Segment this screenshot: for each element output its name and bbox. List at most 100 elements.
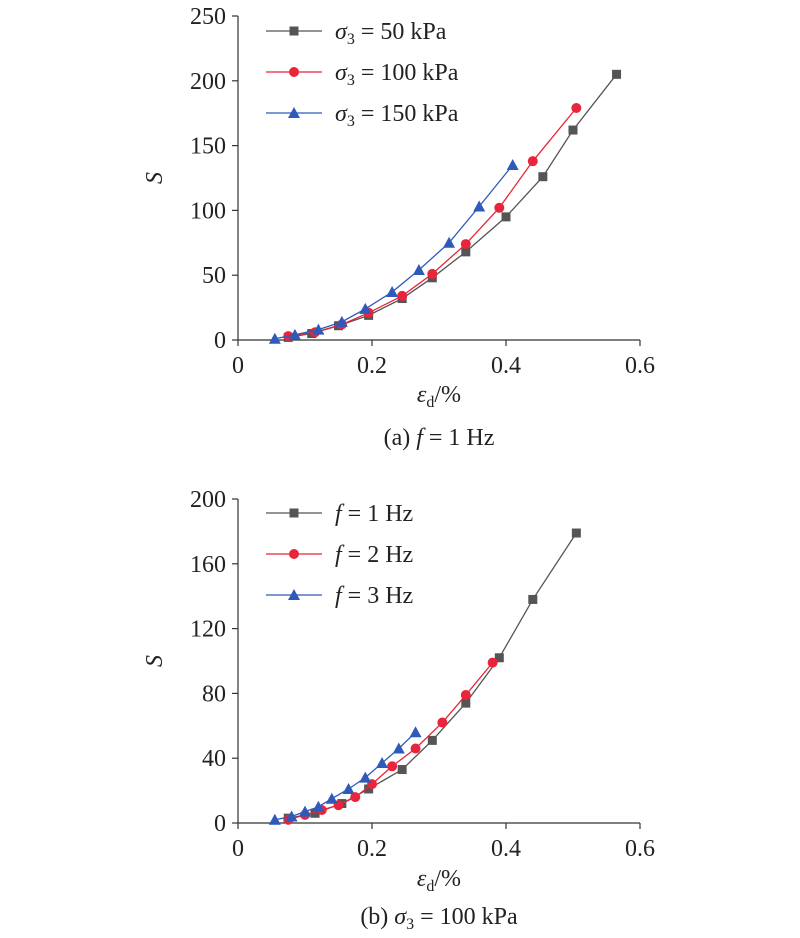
y-tick-label: 160 [190,552,226,578]
x-tick-label: 0.2 [357,836,387,862]
x-axis-label: εd/% [417,866,461,895]
data-point [376,757,389,769]
y-tick-label: 250 [190,4,226,30]
y-tick-label: 80 [202,681,226,707]
data-point [268,332,281,344]
data-point [359,771,372,783]
y-tick-label: 40 [202,746,226,772]
series-2 [268,159,519,344]
series-0 [283,528,581,823]
data-point [473,200,486,212]
data-point [412,264,425,276]
data-point [487,657,498,668]
chart-panel-b: 0 40 80 120 160 200 0 0.2 0.4 0.6 Sεd/% (b) σ3 = 10… [142,487,655,933]
y-tick-label: 200 [190,69,226,95]
data-point [443,236,456,248]
data-point [325,792,338,804]
data-point [288,328,301,340]
y-tick-label: 0 [214,328,226,354]
y-tick-label: 150 [190,134,226,160]
legend-label: f = 2 Hz [335,542,413,568]
data-point [461,247,471,257]
data-point [427,268,438,279]
data-point [387,761,398,772]
legend-marker [288,589,300,600]
legend-label: f = 3 Hz [335,583,413,609]
data-point [359,302,372,314]
data-point [364,784,374,794]
series-line [288,107,577,337]
y-tick-label: 50 [202,263,226,289]
data-point [268,813,281,825]
x-tick-label: 0 [232,353,244,379]
y-tick-label: 200 [190,487,226,513]
data-point [501,212,511,222]
legend-entry: σ3 = 50 kPa [266,19,447,48]
legend-marker [289,26,299,36]
x-tick-label: 0.4 [491,353,521,379]
legend-marker [289,67,299,77]
x-tick-label: 0 [232,836,244,862]
data-point [506,159,519,171]
panel-caption: (b) σ3 = 100 kPa [360,904,518,933]
data-point [568,125,578,135]
data-point [299,805,311,817]
legend-label: σ3 = 150 kPa [335,101,459,130]
data-point [397,765,407,775]
data-point [571,103,582,114]
data-point [312,800,325,812]
legend-marker [289,549,299,559]
data-point [392,742,405,754]
data-point [527,156,538,167]
legend-entry: σ3 = 100 kPa [266,60,459,89]
data-point [397,290,408,301]
series-line [288,532,577,819]
x-tick-label: 0.2 [357,353,387,379]
data-point [460,690,471,701]
x-tick-label: 0.6 [625,353,655,379]
series-line [274,731,417,821]
data-point [342,782,355,794]
series-line [274,164,514,340]
x-axis-label: εd/% [417,382,461,411]
legend-label: f = 1 Hz [335,501,413,527]
y-axis-label: S [142,655,168,667]
y-tick-label: 0 [214,811,226,837]
legend-entry: f = 2 Hz [266,542,413,568]
series-1 [283,103,582,342]
legend-marker [289,508,299,518]
data-point [410,743,421,754]
y-tick-label: 100 [190,198,226,224]
legend-label: σ3 = 50 kPa [335,19,447,48]
y-tick-label: 120 [190,617,226,643]
data-point [437,717,448,728]
data-point [350,792,361,803]
data-point [409,726,422,738]
x-tick-label: 0.4 [491,836,521,862]
data-point [571,528,581,538]
data-point [494,202,505,213]
data-point [310,808,320,818]
y-axis-label: S [142,172,168,184]
data-point [312,323,325,335]
data-point [612,69,622,79]
series-2 [268,726,422,825]
legend-entry: f = 3 Hz [266,583,413,609]
data-point [285,810,298,822]
data-point [528,594,538,604]
series-line [288,662,494,821]
data-point [538,172,548,182]
data-point [386,286,399,298]
chart-panel-a: 0 50 100 150 200 250 0 0.2 0.4 0.6 Sεd/% (a) f = 1 … [142,4,655,451]
legend-entry: f = 1 Hz [266,501,413,527]
data-point [494,653,504,663]
x-tick-label: 0.6 [625,836,655,862]
legend-entry: σ3 = 150 kPa [266,101,459,130]
data-point [460,239,471,250]
data-point [461,698,471,708]
panel-caption: (a) f = 1 Hz [384,425,495,451]
data-point [427,735,437,745]
series-1 [283,657,498,825]
legend-label: σ3 = 100 kPa [335,60,459,89]
